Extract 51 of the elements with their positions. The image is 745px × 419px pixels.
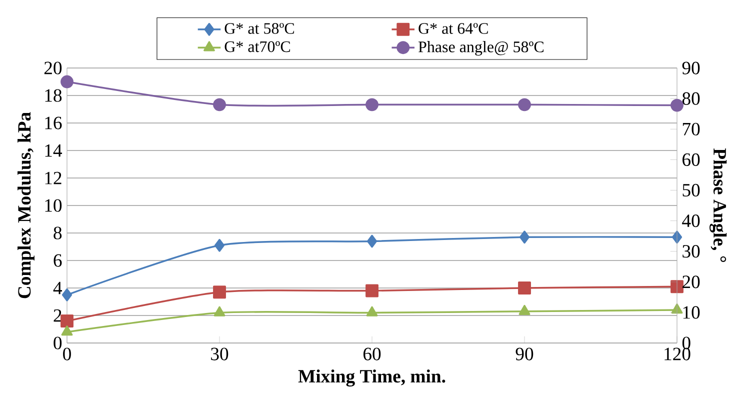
point bbox=[518, 98, 531, 112]
y-tick-label: 6 bbox=[54, 254, 62, 267]
y2-tick-label: 30 bbox=[682, 245, 700, 258]
y2-tick-label: 20 bbox=[682, 276, 700, 288]
y-tick-label: 10 bbox=[45, 199, 62, 212]
point bbox=[366, 284, 378, 298]
y-tick-label: 4 bbox=[53, 282, 62, 294]
x-tick-label: 90 bbox=[516, 348, 534, 360]
point bbox=[62, 288, 72, 302]
y-axis-title: Complex Modulus, kPa bbox=[18, 112, 34, 298]
x-tick-label: 60 bbox=[363, 348, 381, 360]
y2-tick-label: 50 bbox=[682, 184, 700, 197]
point bbox=[518, 304, 530, 316]
y-tick-label: 16 bbox=[45, 116, 62, 130]
y-tick-label: 8 bbox=[54, 226, 62, 240]
y-tick-label: 2 bbox=[54, 309, 62, 322]
y2-tick-label: 60 bbox=[682, 153, 700, 166]
legend-label: Phase angle@ 58ºC bbox=[418, 41, 544, 56]
point bbox=[518, 282, 531, 294]
point bbox=[60, 75, 74, 88]
point bbox=[213, 98, 226, 112]
y-tick-label: 20 bbox=[44, 62, 62, 74]
point bbox=[670, 280, 684, 294]
y2-tick-label: 80 bbox=[682, 92, 700, 105]
point bbox=[61, 326, 73, 336]
y2-tick-label: 70 bbox=[682, 122, 700, 136]
x-tick-label: 120 bbox=[664, 348, 690, 360]
point bbox=[60, 314, 74, 328]
legend-label: G* at 58ºC bbox=[224, 23, 294, 34]
y-tick-label: 0 bbox=[54, 336, 62, 350]
point bbox=[214, 238, 225, 252]
y2-tick-label: 40 bbox=[682, 214, 700, 228]
x-axis-title: Mixing Time, min. bbox=[298, 369, 446, 387]
legend-label: G* at 64ºC bbox=[418, 23, 488, 34]
y2-axis-title: Phase Angle, ° bbox=[710, 148, 727, 262]
y-tick-label: 14 bbox=[45, 144, 62, 157]
point bbox=[214, 306, 226, 316]
x-tick-label: 0 bbox=[63, 348, 71, 360]
y2-tick-label: 10 bbox=[683, 306, 700, 319]
y2-tick-label: 90 bbox=[682, 62, 700, 74]
point bbox=[366, 98, 378, 112]
legend-label: G* at70ºC bbox=[224, 41, 290, 52]
point bbox=[366, 234, 378, 248]
y-tick-label: 18 bbox=[45, 89, 62, 102]
x-tick-label: 30 bbox=[211, 348, 228, 360]
point bbox=[519, 230, 530, 244]
y-tick-label: 12 bbox=[45, 172, 62, 184]
point bbox=[366, 306, 378, 316]
point bbox=[670, 98, 684, 112]
point bbox=[213, 286, 226, 299]
y2-tick-label: 0 bbox=[682, 336, 690, 350]
